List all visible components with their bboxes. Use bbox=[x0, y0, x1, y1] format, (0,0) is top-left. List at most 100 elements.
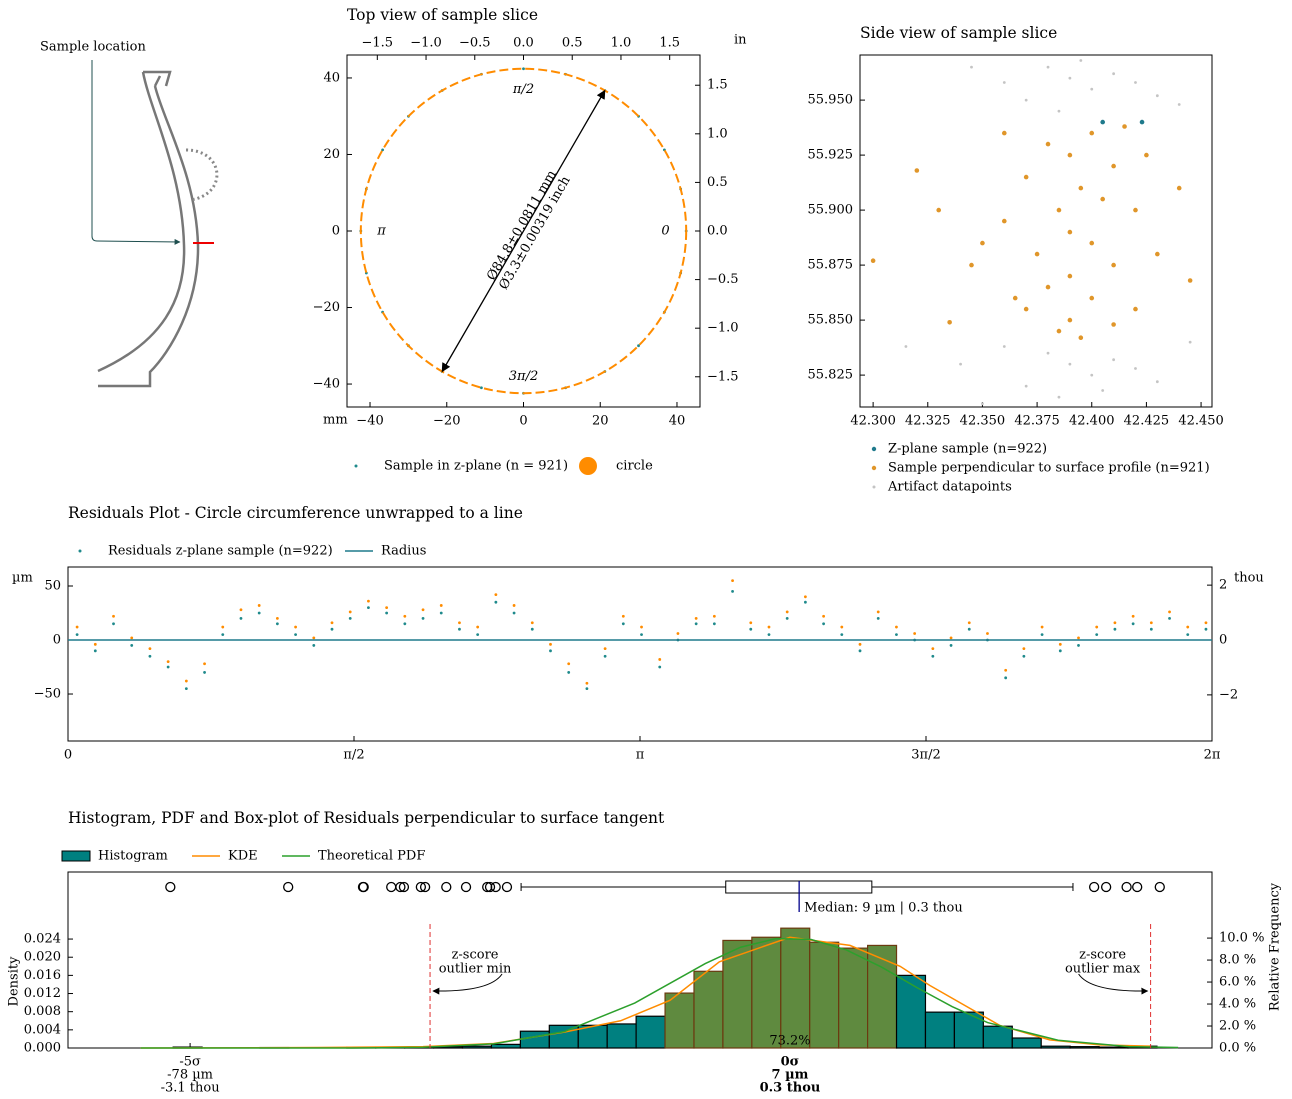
point bbox=[348, 617, 352, 620]
profile-edge bbox=[97, 71, 186, 373]
point bbox=[585, 687, 589, 691]
histogram-bar bbox=[722, 939, 753, 1049]
point bbox=[221, 625, 225, 629]
point bbox=[1056, 328, 1062, 334]
point bbox=[731, 590, 734, 593]
x2-tick-label: −1.5 bbox=[362, 36, 394, 51]
x-tick-label: −20 bbox=[433, 414, 460, 429]
diameter-arrow bbox=[441, 89, 606, 373]
point bbox=[1089, 240, 1095, 246]
point bbox=[275, 622, 279, 626]
point bbox=[130, 644, 134, 647]
axis-unit: thou bbox=[1234, 571, 1264, 586]
point bbox=[1149, 627, 1153, 631]
y-tick-label: 20 bbox=[323, 147, 340, 162]
flier bbox=[1154, 881, 1165, 893]
flier bbox=[1088, 881, 1100, 893]
x-tick-sublabel: 7 µm bbox=[772, 1068, 809, 1083]
point bbox=[1079, 59, 1083, 62]
x-tick-label: 42.300 bbox=[850, 414, 896, 429]
profile-blob bbox=[185, 148, 219, 202]
point bbox=[1002, 81, 1006, 84]
point bbox=[1068, 362, 1072, 366]
point bbox=[895, 633, 898, 637]
x-tick-label: −40 bbox=[356, 414, 383, 429]
flier bbox=[484, 881, 496, 893]
x2-tick-label: 1.0 bbox=[611, 36, 632, 51]
legend-swatch bbox=[354, 464, 358, 468]
y2-tick-label: 6.0 % bbox=[1219, 975, 1256, 990]
x-tick-label: 0 bbox=[64, 748, 72, 763]
x2-tick-label: −0.5 bbox=[459, 36, 491, 51]
point bbox=[184, 679, 188, 683]
legend-swatch bbox=[61, 850, 91, 862]
point bbox=[221, 633, 225, 637]
histogram-bar bbox=[1069, 1046, 1100, 1049]
x-tick-label: 42.450 bbox=[1178, 414, 1224, 429]
y2-tick-label: 0.0 bbox=[707, 224, 728, 239]
point bbox=[93, 642, 97, 646]
point bbox=[822, 622, 826, 626]
point bbox=[549, 642, 552, 646]
point bbox=[1187, 278, 1193, 283]
histogram-bar bbox=[809, 941, 840, 1049]
point bbox=[1034, 251, 1040, 257]
histogram-bar bbox=[548, 1024, 579, 1049]
point bbox=[458, 627, 461, 631]
point bbox=[1024, 384, 1028, 388]
point bbox=[567, 662, 571, 666]
point bbox=[1040, 625, 1044, 629]
y-tick-label: 0.020 bbox=[24, 950, 61, 965]
point bbox=[403, 614, 407, 618]
point bbox=[1186, 625, 1190, 629]
x-tick-label: 42.400 bbox=[1069, 414, 1115, 429]
point bbox=[294, 633, 297, 637]
point bbox=[1149, 621, 1153, 625]
point bbox=[381, 148, 385, 152]
point bbox=[1139, 119, 1145, 125]
point bbox=[1100, 196, 1105, 202]
point bbox=[130, 636, 134, 640]
x-tick-label: 42.425 bbox=[1124, 414, 1170, 429]
outlier-bound-label: z-score bbox=[452, 948, 499, 963]
point bbox=[1204, 621, 1208, 625]
point bbox=[512, 611, 516, 615]
x-tick-label: 3π/2 bbox=[911, 748, 940, 763]
y-tick-label: 55.925 bbox=[808, 148, 854, 163]
legend-label: KDE bbox=[228, 849, 258, 864]
point bbox=[1089, 295, 1095, 301]
point bbox=[822, 614, 826, 618]
y2-tick-label: −1.5 bbox=[707, 369, 739, 384]
point bbox=[1131, 614, 1135, 618]
point bbox=[1078, 335, 1084, 341]
point bbox=[949, 644, 953, 647]
x2-tick-label: 0.0 bbox=[513, 36, 534, 51]
y-tick-label: 0.012 bbox=[24, 986, 61, 1001]
y-tick-label: 55.950 bbox=[808, 93, 854, 108]
histogram-bar bbox=[867, 944, 898, 1049]
point bbox=[1112, 72, 1116, 76]
point bbox=[458, 621, 461, 625]
annotation: 0 bbox=[661, 224, 669, 239]
point bbox=[858, 649, 862, 653]
x-tick-sublabel: -78 µm bbox=[167, 1068, 213, 1083]
point bbox=[530, 621, 534, 625]
point bbox=[913, 632, 917, 635]
point bbox=[494, 600, 498, 604]
point bbox=[1045, 141, 1051, 147]
histogram-bar bbox=[1098, 1046, 1129, 1049]
x2-tick-label: 1.5 bbox=[659, 36, 680, 51]
point bbox=[1186, 633, 1190, 637]
histogram-bar bbox=[606, 1023, 637, 1049]
x-tick-label: 20 bbox=[592, 414, 609, 429]
point bbox=[803, 595, 807, 599]
y-tick-label: 40 bbox=[323, 70, 340, 85]
x-tick-label: 42.325 bbox=[905, 414, 951, 429]
point bbox=[1067, 317, 1073, 323]
point bbox=[986, 632, 989, 635]
point bbox=[1090, 87, 1094, 91]
y-tick-label: 0 bbox=[53, 633, 61, 648]
point bbox=[1004, 668, 1008, 672]
point bbox=[603, 647, 607, 651]
x-tick-label: 40 bbox=[669, 414, 686, 429]
